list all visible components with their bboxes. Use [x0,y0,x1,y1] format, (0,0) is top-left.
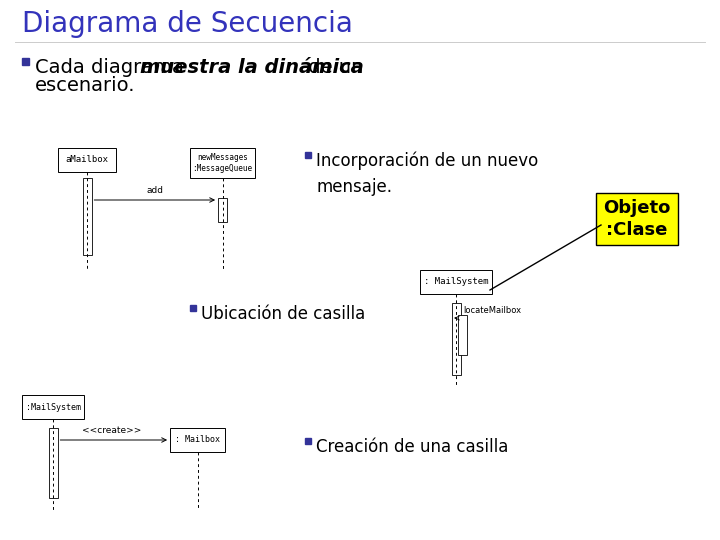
Bar [22,395,84,419]
Text: de un: de un [302,58,363,77]
Text: <<create>>: <<create>> [82,426,141,435]
Bar [451,303,461,375]
Text: newMessages
:MessageQueue: newMessages :MessageQueue [192,153,253,173]
Text: aMailbox: aMailbox [66,156,109,165]
Text: Incorporación de un nuevo
mensaje.: Incorporación de un nuevo mensaje. [316,152,539,195]
Bar [305,152,311,158]
Text: Creación de una casilla: Creación de una casilla [316,438,508,456]
Text: locateMailbox: locateMailbox [464,306,521,315]
Text: muestra la dinámica: muestra la dinámica [140,58,364,77]
Bar [218,198,227,222]
Bar [305,438,311,444]
Text: Cada diagrama: Cada diagrama [35,58,190,77]
Bar [83,178,91,255]
Text: Ubicación de casilla: Ubicación de casilla [201,305,365,323]
Text: :MailSystem: :MailSystem [25,402,81,411]
Bar [48,428,58,498]
Bar [190,305,196,311]
Text: : MailSystem: : MailSystem [424,278,488,287]
Text: Diagrama de Secuencia: Diagrama de Secuencia [22,10,353,38]
Bar [596,193,678,245]
Text: Objeto
:Clase: Objeto :Clase [603,199,671,239]
Text: escenario.: escenario. [35,76,135,95]
Bar [22,58,29,65]
Bar [190,148,255,178]
Text: add: add [146,186,163,195]
Bar [58,148,116,172]
Bar [170,428,225,452]
Text: : Mailbox: : Mailbox [175,435,220,444]
Bar [457,315,467,355]
Bar [420,270,492,294]
